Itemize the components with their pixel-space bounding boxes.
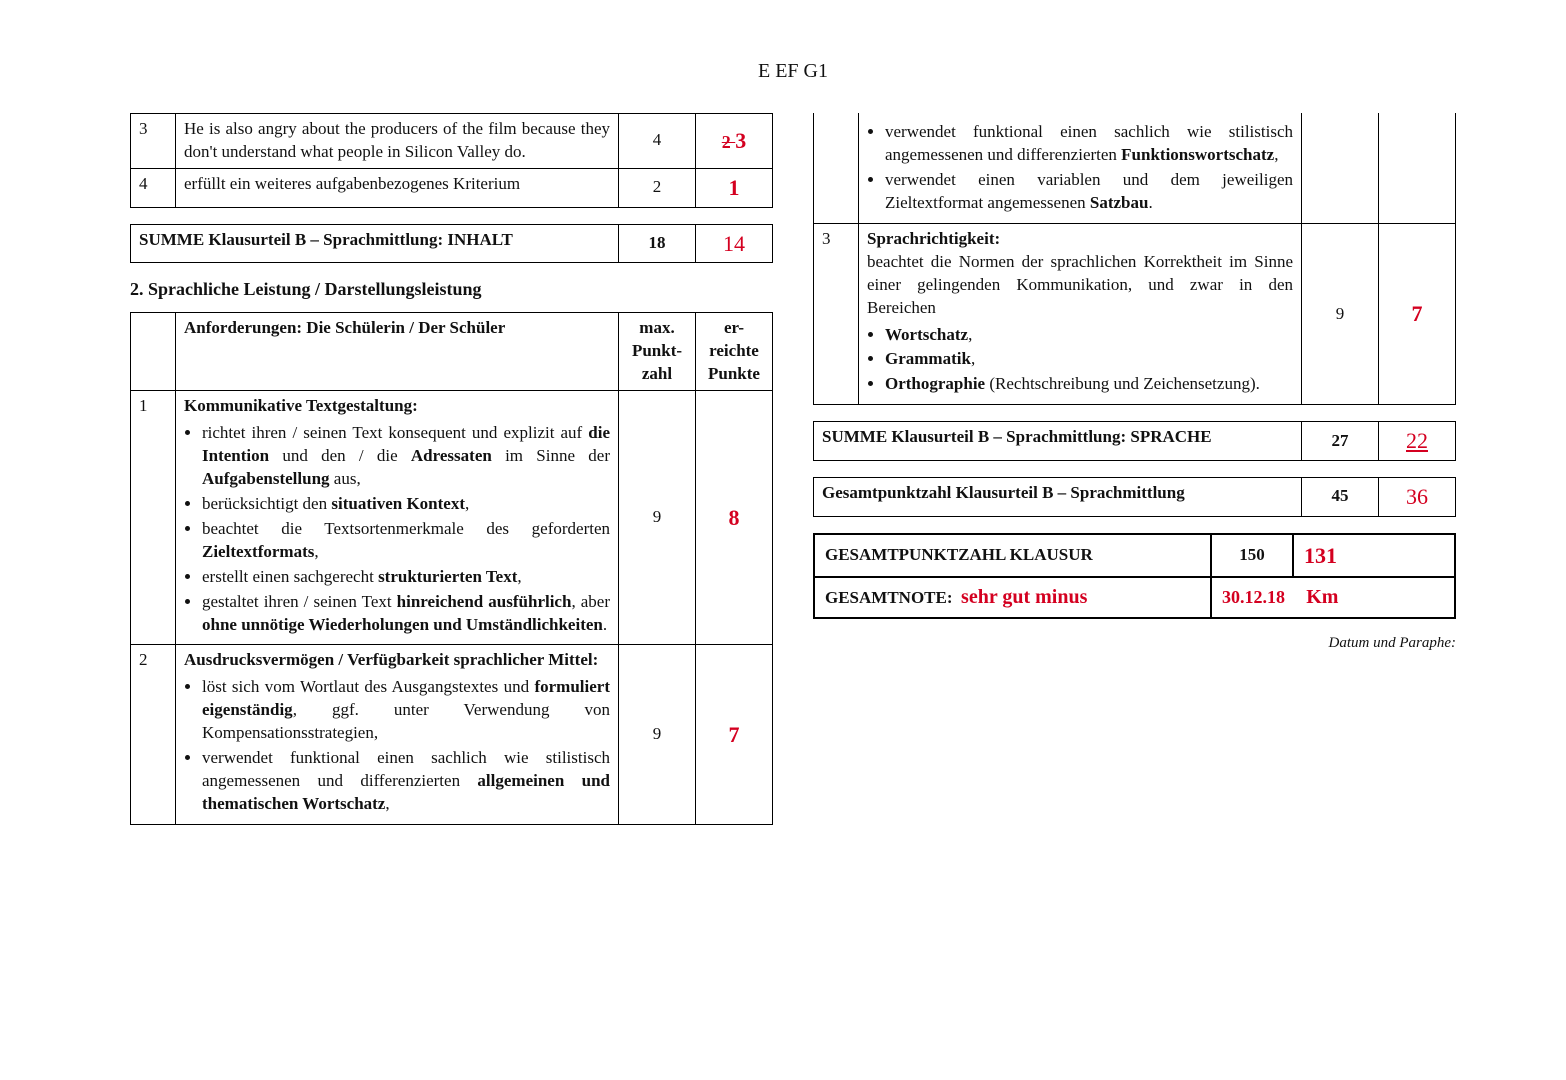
list-item: erstellt einen sachgerecht strukturierte… [202, 566, 610, 589]
row-score: 7 [1379, 223, 1456, 405]
table-row: SUMME Klausurteil B – Sprachmittlung: SP… [814, 422, 1456, 461]
score-header: er-reichte Punkte [696, 313, 773, 391]
list-item: beachtet die Textsortenmerkmale des gefo… [202, 518, 610, 564]
blank-max [1302, 113, 1379, 223]
blank-num [814, 113, 859, 223]
row-score: 1 [696, 168, 773, 207]
row-title: Sprachrichtigkeit: [867, 229, 1000, 248]
list-item: Orthographie (Rechtschreibung und Zeiche… [885, 373, 1293, 396]
table-row: SUMME Klausurteil B – Sprachmittlung: IN… [131, 224, 773, 263]
row-title: Ausdrucksvermögen / Verfügbarkeit sprach… [184, 650, 598, 669]
list-item: berücksichtigt den situativen Kontext, [202, 493, 610, 516]
sum-inhalt-table: SUMME Klausurteil B – Sprachmittlung: IN… [130, 224, 773, 264]
list-item: verwendet einen variablen und dem jeweil… [885, 169, 1293, 215]
max-header: max. Punkt-zahl [619, 313, 696, 391]
sum-max: 18 [619, 224, 696, 263]
list-item: Grammatik, [885, 348, 1293, 371]
date-sign-cell: 30.12.18 Km [1211, 577, 1455, 618]
row-score: 7 [696, 645, 773, 825]
row-body: verwendet funktional einen sachlich wie … [859, 113, 1302, 223]
right-column: verwendet funktional einen sachlich wie … [813, 113, 1456, 652]
grade-cell: GESAMTNOTE: sehr gut minus [814, 577, 1211, 618]
row-number: 2 [131, 645, 176, 825]
sprachliche-leistung-table: Anforderungen: Die Schülerin / Der Schül… [130, 312, 773, 825]
list-item: richtet ihren / seinen Text konsequent u… [202, 422, 610, 491]
sum-label: SUMME Klausurteil B – Sprachmittlung: IN… [131, 224, 619, 263]
table-row: verwendet funktional einen sachlich wie … [814, 113, 1456, 223]
grade-label: GESAMTNOTE: [825, 588, 953, 607]
sum-label: Gesamtpunktzahl Klausurteil B – Sprachmi… [814, 478, 1302, 517]
list-item: gestaltet ihren / seinen Text hinreichen… [202, 591, 610, 637]
left-column: 3 He is also angry about the producers o… [130, 113, 773, 841]
section-2-title: 2. Sprachliche Leistung / Darstellungsle… [130, 279, 773, 300]
signature: Km [1306, 586, 1338, 608]
bullet-list: richtet ihren / seinen Text konsequent u… [202, 422, 610, 636]
bullet-list: verwendet funktional einen sachlich wie … [885, 121, 1293, 215]
gesamt-klausur-table: GESAMTPUNKTZAHL KLAUSUR 150 131 GESAMTNO… [813, 533, 1456, 620]
row-number: 3 [131, 114, 176, 169]
req-header: Anforderungen: Die Schülerin / Der Schül… [176, 313, 619, 391]
list-item: verwendet funktional einen sachlich wie … [885, 121, 1293, 167]
row-text: erfüllt ein weiteres aufgabenbezogenes K… [176, 168, 619, 207]
table-row: GESAMTPUNKTZAHL KLAUSUR 150 131 [814, 534, 1455, 578]
list-item: verwendet funktional einen sachlich wie … [202, 747, 610, 816]
row-score: 8 [696, 391, 773, 645]
total-score: 131 [1293, 534, 1455, 578]
sum-max: 27 [1302, 422, 1379, 461]
top-criteria-table: 3 He is also angry about the producers o… [130, 113, 773, 208]
table-row: 3 Sprachrichtigkeit: beachtet die Normen… [814, 223, 1456, 405]
sum-sprache-table: SUMME Klausurteil B – Sprachmittlung: SP… [813, 421, 1456, 461]
sum-max: 45 [1302, 478, 1379, 517]
list-item: löst sich vom Wortlaut des Ausgangstexte… [202, 676, 610, 745]
sum-score: 36 [1379, 478, 1456, 517]
row-number: 4 [131, 168, 176, 207]
total-label: GESAMTPUNKTZAHL KLAUSUR [814, 534, 1211, 578]
bullet-list: Wortschatz,Grammatik,Orthographie (Recht… [885, 324, 1293, 397]
table-row: Gesamtpunktzahl Klausurteil B – Sprachmi… [814, 478, 1456, 517]
row-number: 1 [131, 391, 176, 645]
two-column-layout: 3 He is also angry about the producers o… [130, 113, 1456, 841]
row-body: Ausdrucksvermögen / Verfügbarkeit sprach… [176, 645, 619, 825]
gesamt-b-table: Gesamtpunktzahl Klausurteil B – Sprachmi… [813, 477, 1456, 517]
page-header: E EF G1 [130, 60, 1456, 83]
total-max: 150 [1211, 534, 1293, 578]
footnote: Datum und Paraphe: [813, 635, 1456, 652]
table-row: 1 Kommunikative Textgestaltung: richtet … [131, 391, 773, 645]
sprachliche-leistung-table-cont: verwendet funktional einen sachlich wie … [813, 113, 1456, 405]
table-header-row: Anforderungen: Die Schülerin / Der Schül… [131, 313, 773, 391]
blank-score [1379, 113, 1456, 223]
row-title: Kommunikative Textgestaltung: [184, 396, 418, 415]
row-max: 9 [619, 645, 696, 825]
row-score: 2 3 [696, 114, 773, 169]
list-item: Wortschatz, [885, 324, 1293, 347]
row-body: Sprachrichtigkeit: beachtet die Normen d… [859, 223, 1302, 405]
sum-label: SUMME Klausurteil B – Sprachmittlung: SP… [814, 422, 1302, 461]
bullet-list: löst sich vom Wortlaut des Ausgangstexte… [202, 676, 610, 816]
table-row: 2 Ausdrucksvermögen / Verfügbarkeit spra… [131, 645, 773, 825]
row-text: He is also angry about the producers of … [176, 114, 619, 169]
row-body: Kommunikative Textgestaltung: richtet ih… [176, 391, 619, 645]
blank-header [131, 313, 176, 391]
table-row: 3 He is also angry about the producers o… [131, 114, 773, 169]
row-max: 9 [619, 391, 696, 645]
table-row: 4 erfüllt ein weiteres aufgabenbezogenes… [131, 168, 773, 207]
sum-score: 22 [1379, 422, 1456, 461]
table-row: GESAMTNOTE: sehr gut minus 30.12.18 Km [814, 577, 1455, 618]
row-max: 9 [1302, 223, 1379, 405]
row-intro: beachtet die Normen der sprachlichen Kor… [867, 252, 1293, 317]
grading-sheet: E EF G1 3 He is also angry about the pro… [0, 0, 1566, 1080]
row-number: 3 [814, 223, 859, 405]
grade-value: sehr gut minus [961, 586, 1087, 608]
date-value: 30.12.18 [1222, 587, 1285, 607]
row-max: 4 [619, 114, 696, 169]
row-max: 2 [619, 168, 696, 207]
sum-score: 14 [696, 224, 773, 263]
